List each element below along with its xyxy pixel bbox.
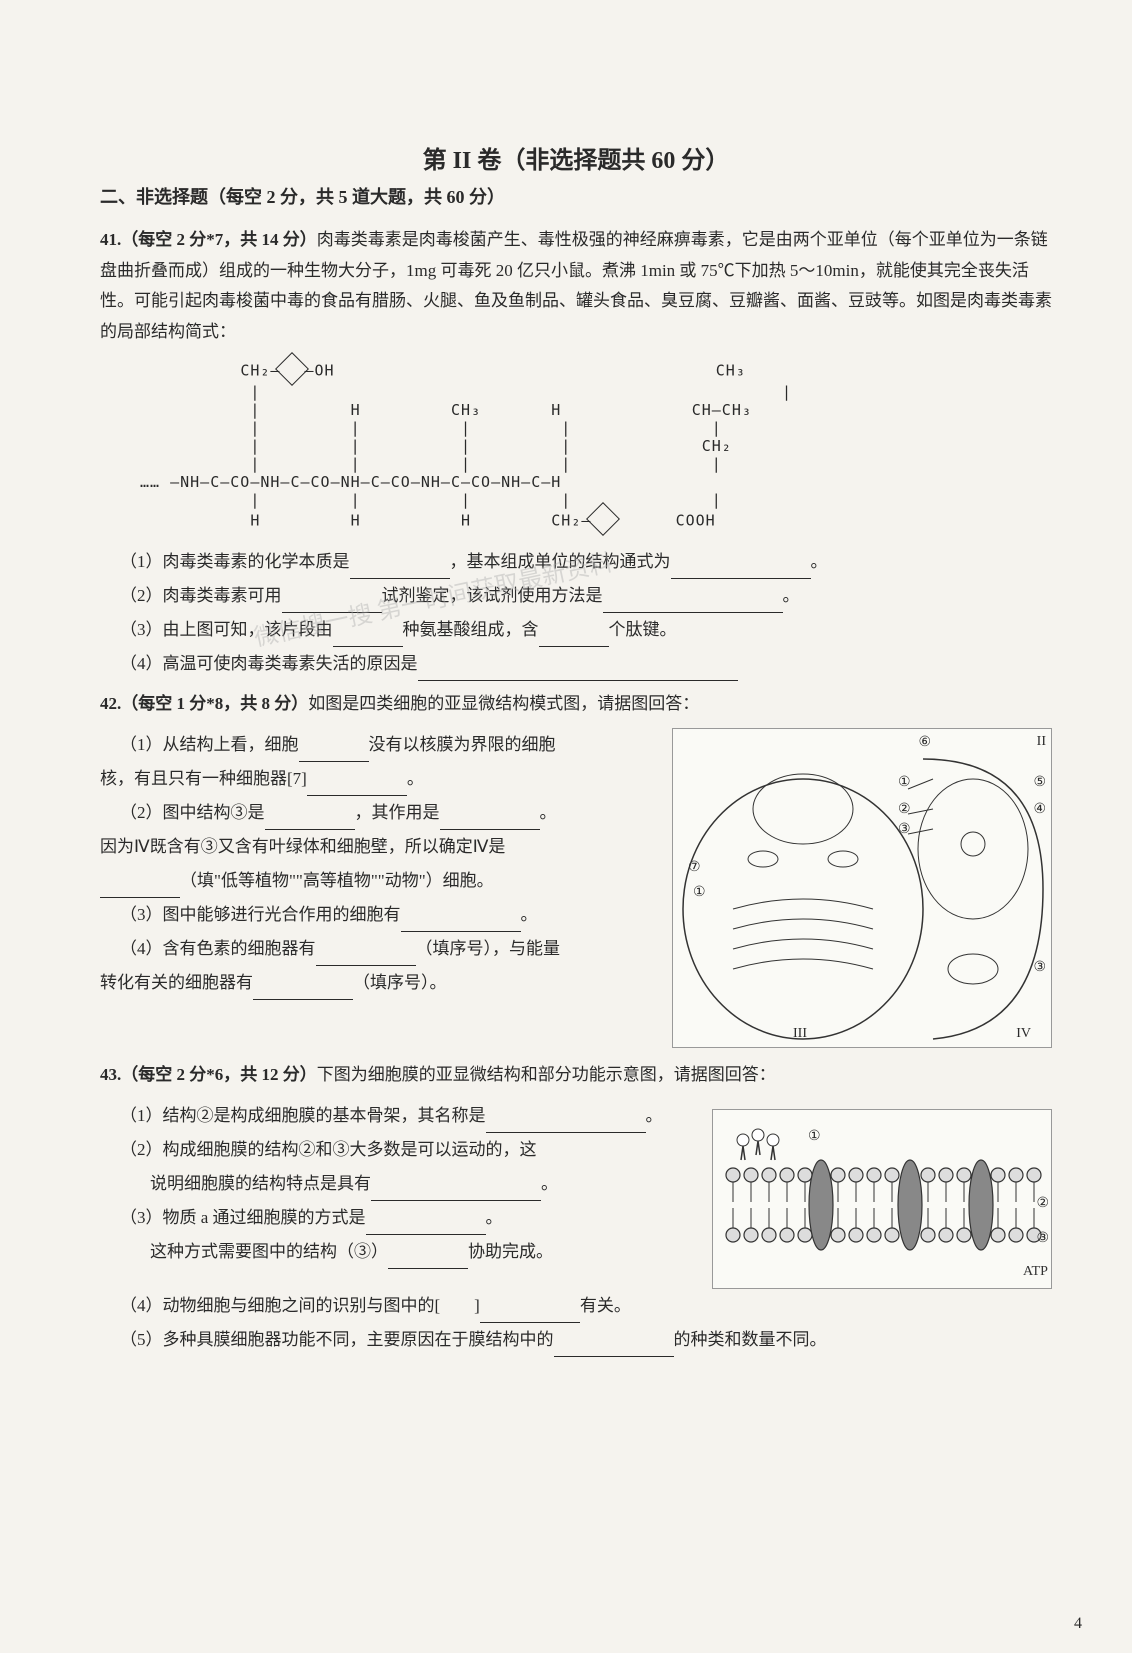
membrane-diagram: ATP ① ② ③	[712, 1109, 1052, 1289]
q42-sub1c: 核，有且只有一种细胞器[7]。	[100, 762, 662, 796]
q42-text: 如图是四类细胞的亚显微结构模式图，请据图回答：	[308, 694, 699, 713]
q43-sub2: （2）构成细胞膜的结构②和③大多数是可以运动的，这	[120, 1133, 702, 1167]
question-42: 42.（每空 1 分*8，共 8 分）如图是四类细胞的亚显微结构模式图，请据图回…	[100, 689, 1052, 720]
section-header: 二、非选择题（每空 2 分，共 5 道大题，共 60 分）	[100, 183, 1052, 209]
cell-structure-diagram: ⑥ II ① ⑤ ② ④ ③ ⑦ ① ③ III IV	[672, 728, 1052, 1048]
q42-sub2e: （填"低等植物""高等植物""动物"）细胞。	[100, 864, 662, 898]
q43-sub3: （3）物质 a 通过细胞膜的方式是。	[120, 1201, 702, 1235]
q42-sub2d: 因为Ⅳ既含有③又含有叶绿体和细胞壁，所以确定Ⅳ是	[100, 830, 662, 864]
q43-sub2b: 说明细胞膜的结构特点是具有。	[150, 1167, 702, 1201]
q43-header: 43.（每空 2 分*6，共 12 分）	[100, 1065, 317, 1084]
q43-text: 下图为细胞膜的亚显微结构和部分功能示意图，请据图回答：	[317, 1065, 776, 1084]
q42-sub2: （2）图中结构③是，其作用是。	[120, 796, 662, 830]
question-43: 43.（每空 2 分*6，共 12 分）下图为细胞膜的亚显微结构和部分功能示意图…	[100, 1060, 1052, 1091]
q43-sub4: （4）动物细胞与细胞之间的识别与图中的[ ]有关。	[120, 1289, 1052, 1323]
page-title: 第 II 卷（非选择题共 60 分）	[100, 140, 1052, 175]
q42-sub3: （3）图中能够进行光合作用的细胞有。	[120, 898, 662, 932]
q41-sub1: （1）肉毒类毒素的化学本质是，基本组成单位的结构通式为。	[120, 545, 1052, 579]
q41-sub4: （4）高温可使肉毒类毒素失活的原因是	[120, 647, 1052, 681]
page-number: 4	[1074, 1615, 1082, 1633]
chemical-structure-diagram: CH₂——OH CH₃ | | | H CH₃ H CH—CH₃ |	[140, 359, 1052, 533]
q41-sub3: （3）由上图可知，该片段由种氨基酸组成，含个肽键。	[120, 613, 1052, 647]
q43-sub1: （1）结构②是构成细胞膜的基本骨架，其名称是。	[120, 1099, 702, 1133]
question-41: 41.（每空 2 分*7，共 14 分）肉毒类毒素是肉毒梭菌产生、毒性极强的神经…	[100, 225, 1052, 347]
q42-sub4: （4）含有色素的细胞器有（填序号），与能量	[120, 932, 662, 966]
q41-header: 41.（每空 2 分*7，共 14 分）	[100, 230, 317, 249]
q42-sub4c: 转化有关的细胞器有（填序号）。	[100, 966, 662, 1000]
q41-sub2: （2）肉毒类毒素可用试剂鉴定，该试剂使用方法是。	[120, 579, 1052, 613]
q42-header: 42.（每空 1 分*8，共 8 分）	[100, 694, 308, 713]
q42-sub1: （1）从结构上看，细胞没有以核膜为界限的细胞	[120, 728, 662, 762]
q43-sub3c: 这种方式需要图中的结构（③）协助完成。	[150, 1235, 702, 1269]
q43-sub5: （5）多种具膜细胞器功能不同，主要原因在于膜结构中的的种类和数量不同。	[120, 1323, 1052, 1357]
svg-text:ATP: ATP	[1023, 1264, 1048, 1279]
